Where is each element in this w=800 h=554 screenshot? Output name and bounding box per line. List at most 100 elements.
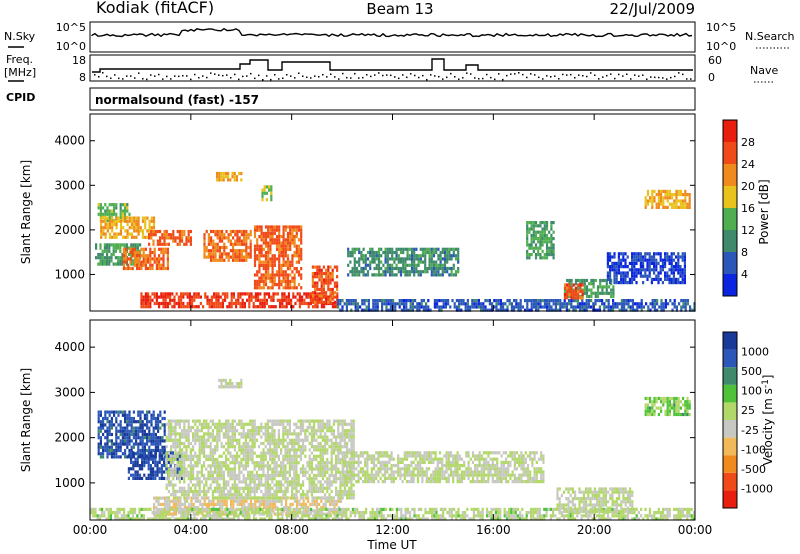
velocity-cell — [207, 425, 210, 430]
power-cell — [403, 299, 406, 303]
power-cell — [628, 268, 631, 272]
power-cell — [203, 252, 206, 256]
velocity-cell — [138, 473, 141, 477]
velocity-cell — [147, 476, 150, 480]
power-cell — [686, 302, 689, 306]
power-cell — [666, 189, 669, 193]
velocity-cell — [277, 429, 280, 433]
power-cell — [218, 258, 221, 262]
power-cell — [414, 299, 417, 303]
power-cell — [100, 235, 103, 239]
power-cell — [99, 203, 102, 207]
power-cell — [402, 257, 405, 261]
velocity-cell — [271, 432, 274, 436]
power-cell — [664, 196, 667, 200]
power-cell — [612, 285, 615, 289]
velocity-cell — [181, 435, 184, 439]
power-cell — [286, 231, 290, 235]
power-cell — [583, 302, 586, 306]
velocity-cell — [181, 441, 184, 446]
power-cell — [161, 233, 164, 237]
power-cell — [583, 288, 586, 292]
velocity-cell — [296, 499, 299, 503]
power-cell — [297, 257, 301, 261]
velocity-cell — [165, 461, 168, 465]
nave-dot — [578, 74, 580, 76]
velocity-cell — [128, 439, 131, 443]
power-cell — [662, 199, 665, 203]
velocity-cell — [262, 441, 265, 446]
power-cell — [210, 301, 213, 306]
power-cell — [295, 244, 298, 248]
velocity-cell — [262, 448, 265, 452]
power-cell — [664, 258, 667, 262]
power-cell — [624, 265, 627, 269]
velocity-cell — [273, 441, 276, 446]
power-cell — [100, 226, 103, 230]
power-cell — [293, 279, 296, 283]
power-cell — [214, 233, 217, 237]
power-cell — [178, 229, 181, 234]
power-cell — [402, 260, 405, 264]
velocity-cell — [161, 445, 164, 449]
velocity-cell — [216, 457, 219, 462]
velocity-cell — [255, 489, 258, 494]
power-cell — [138, 257, 141, 261]
power-cell — [175, 301, 178, 306]
power-cell — [141, 219, 145, 223]
power-cell — [151, 292, 154, 296]
power-cell — [475, 305, 478, 309]
power-cell — [314, 295, 317, 299]
velocity-cell — [158, 476, 161, 480]
velocity-cell — [126, 426, 129, 430]
power-cell — [351, 250, 354, 255]
velocity-cell — [225, 480, 228, 484]
velocity-cell — [288, 438, 291, 442]
power-cell — [253, 286, 257, 290]
velocity-cell — [165, 467, 168, 471]
power-cell — [631, 261, 634, 265]
velocity-cell — [104, 445, 107, 449]
velocity-cell — [137, 442, 140, 446]
power-cell — [156, 242, 159, 246]
power-cell — [585, 278, 589, 283]
power-region — [311, 265, 339, 304]
power-cell — [119, 206, 122, 210]
power-cell — [133, 250, 136, 255]
velocity-cell — [121, 426, 124, 430]
power-cell — [598, 305, 601, 309]
power-cell — [329, 278, 332, 282]
power-cell — [381, 299, 384, 303]
power-cell — [264, 254, 268, 258]
power-cell — [95, 243, 98, 247]
velocity-cell — [236, 429, 239, 433]
power-cell — [566, 283, 569, 287]
power-cell — [664, 299, 667, 303]
power-cell — [427, 305, 430, 309]
power-cell — [612, 308, 615, 312]
velocity-cell — [220, 486, 223, 490]
power-cell — [218, 245, 221, 250]
power-cell — [354, 299, 357, 303]
velocity-cell — [269, 441, 272, 446]
velocity-cell — [251, 457, 254, 462]
power-cell — [284, 244, 287, 248]
power-cell — [316, 275, 319, 279]
velocity-cell — [194, 489, 197, 494]
power-cell — [646, 202, 649, 206]
power-cell — [124, 203, 127, 207]
power-cell — [413, 263, 416, 267]
velocity-cell — [174, 438, 177, 442]
power-cell — [221, 236, 224, 240]
power-cell — [362, 260, 365, 264]
power-cell — [140, 292, 143, 296]
velocity-cell — [230, 499, 233, 503]
velocity-cell — [157, 496, 160, 500]
power-cell — [254, 298, 257, 302]
power-cell — [682, 299, 685, 303]
velocity-cell — [304, 512, 307, 516]
power-cell — [609, 252, 612, 256]
velocity-cell — [238, 493, 241, 497]
power-cell — [484, 299, 487, 303]
velocity-cell — [337, 506, 340, 510]
